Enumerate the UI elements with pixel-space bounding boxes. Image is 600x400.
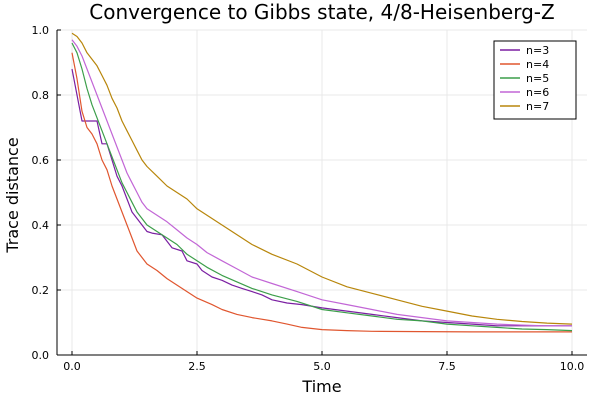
y-tick-label: 0.6 bbox=[32, 154, 50, 167]
y-tick-label: 0.0 bbox=[32, 349, 50, 362]
y-tick-label: 1.0 bbox=[32, 24, 50, 37]
x-tick-label: 0.0 bbox=[63, 360, 81, 373]
y-tick-label: 0.2 bbox=[32, 284, 50, 297]
legend-label: n=6 bbox=[526, 86, 549, 99]
legend-label: n=7 bbox=[526, 100, 549, 113]
x-tick-label: 7.5 bbox=[438, 360, 456, 373]
x-tick-label: 2.5 bbox=[188, 360, 206, 373]
legend-label: n=4 bbox=[526, 58, 549, 71]
chart-title: Convergence to Gibbs state, 4/8-Heisenbe… bbox=[89, 0, 554, 24]
axes bbox=[56, 29, 587, 356]
series-line-n-4 bbox=[71, 52, 572, 333]
series-line-n-7 bbox=[71, 32, 573, 325]
x-tick-label: 5.0 bbox=[313, 360, 331, 373]
legend-label: n=5 bbox=[526, 72, 549, 85]
legend-label: n=3 bbox=[526, 44, 549, 57]
legend: n=3n=4n=5n=6n=7 bbox=[493, 40, 577, 120]
y-axis-label: Trace distance bbox=[3, 137, 22, 253]
y-tick-label: 0.4 bbox=[32, 219, 50, 232]
series-lines bbox=[71, 32, 573, 333]
x-axis-label: Time bbox=[301, 377, 341, 396]
series-line-n-5 bbox=[71, 42, 573, 332]
tick-labels: 0.0 2.5 5.0 7.5 10.0 0.0 0.2 0.4 0.6 0.8 1.0 bbox=[32, 24, 585, 373]
x-tick-label: 10.0 bbox=[560, 360, 585, 373]
series-line-n-6 bbox=[71, 39, 572, 327]
series-line-n-3 bbox=[71, 68, 572, 327]
y-tick-label: 0.8 bbox=[32, 89, 50, 102]
